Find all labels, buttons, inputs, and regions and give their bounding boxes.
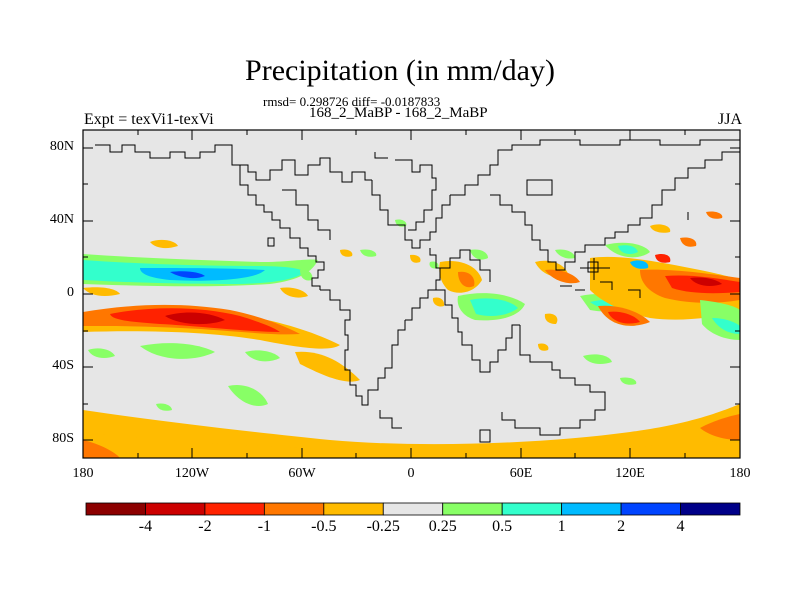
lon-label: 180 xyxy=(72,466,94,481)
coastlines xyxy=(95,139,740,443)
experiment-label: Expt = texVi1-texVi xyxy=(84,111,214,128)
axis-ticks xyxy=(83,130,740,458)
lat-label: 0 xyxy=(67,285,74,300)
colorbar-label: 0.5 xyxy=(492,518,513,535)
lon-label: 120W xyxy=(174,466,210,481)
colorbar-box xyxy=(263,502,325,516)
lat-label: 40N xyxy=(49,212,74,227)
colorbar-box xyxy=(620,502,681,516)
colorbar-label: -0.25 xyxy=(366,518,400,535)
precipitation-fill xyxy=(83,211,740,458)
colorbar-box xyxy=(204,502,265,516)
colorbar-box xyxy=(561,502,622,516)
stats-text: rmsd= 0.298726 diff= -0.0187833 xyxy=(263,94,441,109)
colorbar-box xyxy=(442,502,503,516)
lon-label: 0 xyxy=(407,466,415,481)
lon-label: 60W xyxy=(288,466,316,481)
colorbar-box xyxy=(323,502,384,516)
colorbar-box xyxy=(145,502,206,516)
colorbar-box xyxy=(85,502,146,516)
lon-label: 180 xyxy=(729,466,751,481)
colorbar-label: -0.5 xyxy=(311,518,337,535)
lat-label: 80N xyxy=(49,139,74,154)
colorbar-box xyxy=(501,502,563,516)
lat-label: 40S xyxy=(52,358,74,373)
colorbar-label: -1 xyxy=(257,518,272,535)
colorbar xyxy=(85,502,741,516)
colorbar-label: -4 xyxy=(138,518,153,535)
lon-label: 120E xyxy=(615,466,645,481)
colorbar-label: 2 xyxy=(617,518,626,535)
colorbar-box xyxy=(382,502,444,516)
lon-label: 60E xyxy=(509,466,533,481)
colorbar-label: -2 xyxy=(198,518,212,535)
season-label: JJA xyxy=(717,111,742,128)
colorbar-label: 0.25 xyxy=(428,518,457,535)
plot-title: Precipitation (in mm/day) xyxy=(245,54,555,87)
lat-label: 80S xyxy=(52,431,74,446)
colorbar-box xyxy=(680,502,741,516)
colorbar-label: 4 xyxy=(676,518,685,535)
colorbar-label: 1 xyxy=(557,518,566,535)
plot-subtitle: 168_2_MaBP - 168_2_MaBP xyxy=(309,105,488,121)
